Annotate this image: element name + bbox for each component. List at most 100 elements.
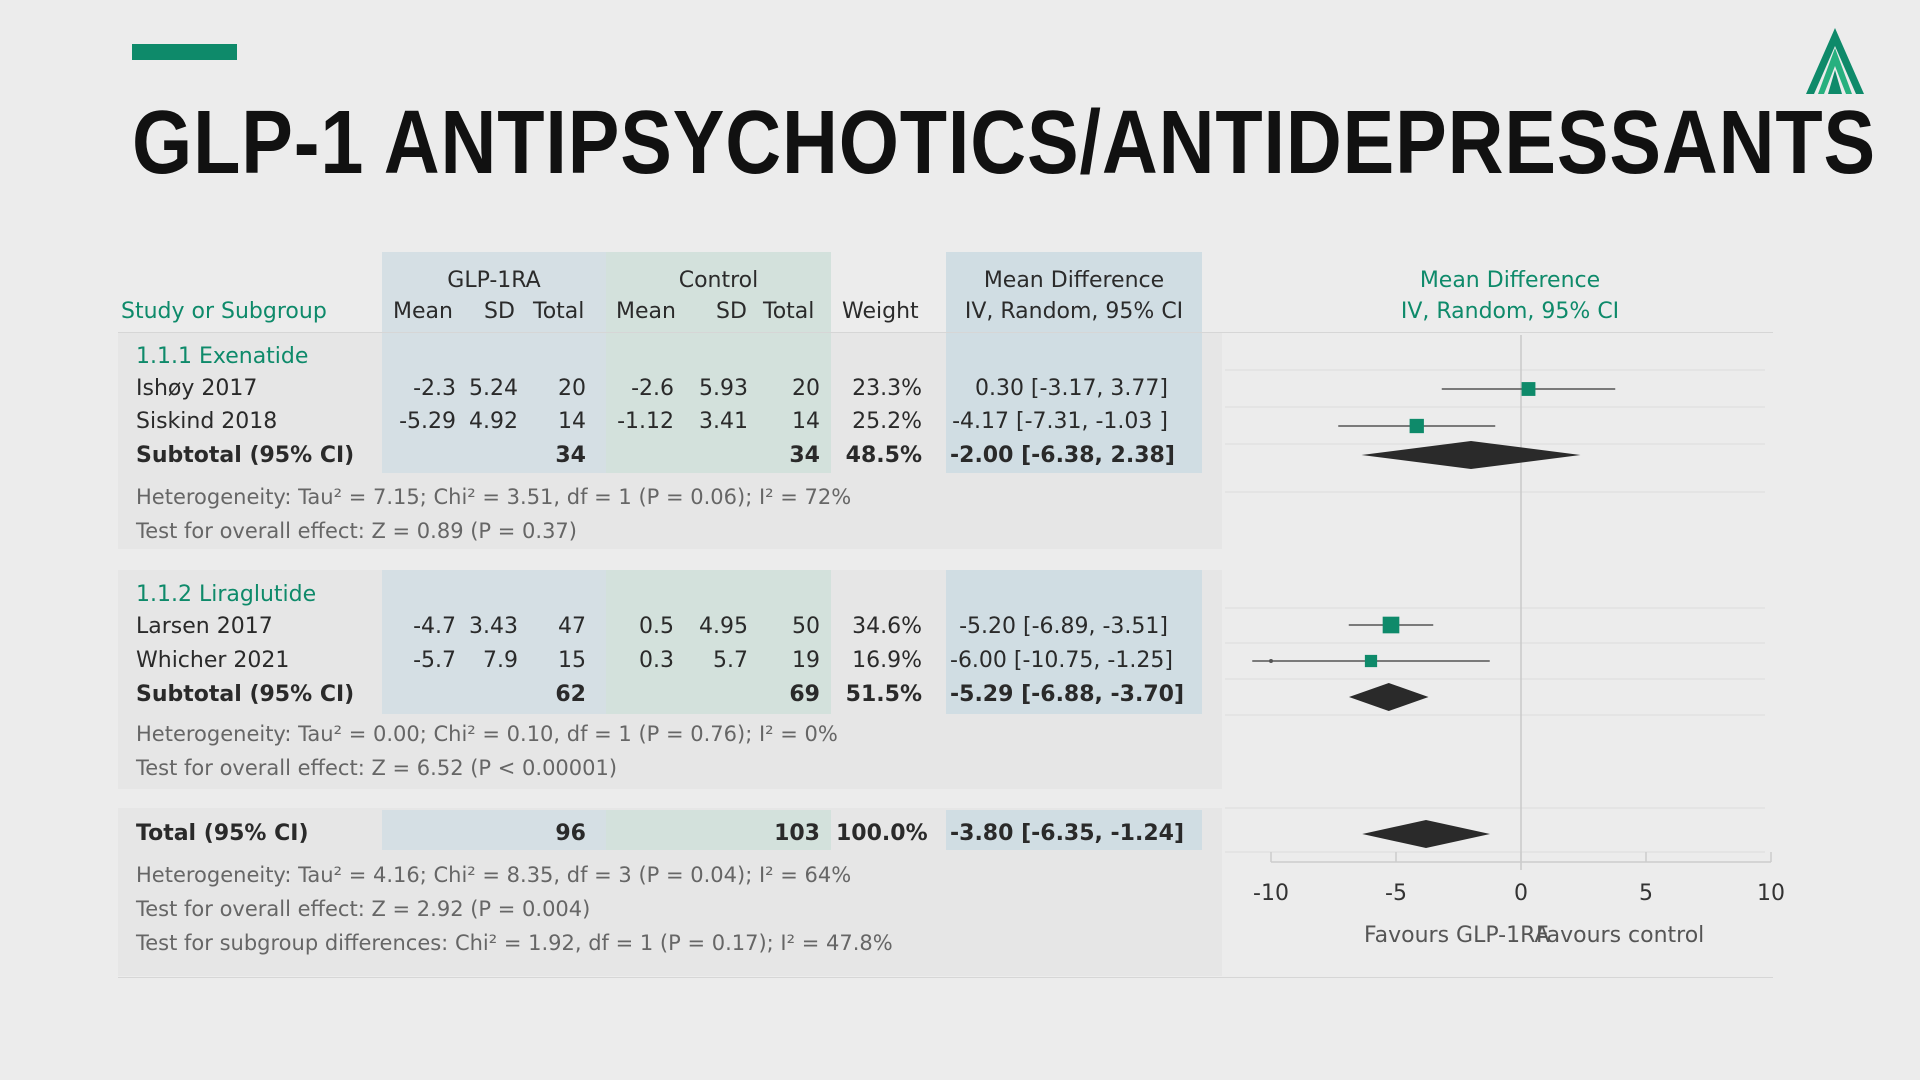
total-g-total: 96 <box>555 821 586 846</box>
page-title: GLP-1 ANTIPSYCHOTICS/ANTIDEPRESSANTS <box>132 93 1876 193</box>
c-sd: 5.7 <box>713 648 748 673</box>
x-tick-label: 0 <box>1514 881 1528 906</box>
total-weight: 100.0% <box>836 821 928 846</box>
subtotal-weight: 48.5% <box>845 443 922 468</box>
c-total: 14 <box>792 409 820 434</box>
md-value: -5.20 [-6.89, -3.51] <box>959 614 1168 639</box>
md-band <box>946 252 1202 473</box>
header-divider <box>118 332 1773 333</box>
study-name: Larsen 2017 <box>136 614 273 639</box>
c-sd: 4.95 <box>699 614 748 639</box>
md-band <box>946 810 1202 850</box>
c-sd: 3.41 <box>699 409 748 434</box>
md-value: -6.00 [-10.75, -1.25] <box>950 648 1173 673</box>
weight: 34.6% <box>852 614 922 639</box>
bottom-divider <box>118 977 1773 978</box>
subtotal-c-total: 34 <box>789 443 820 468</box>
accent-bar <box>132 44 237 60</box>
heterogeneity-text: Heterogeneity: Tau² = 4.16; Chi² = 8.35,… <box>136 863 852 887</box>
g-sd: 7.9 <box>483 648 518 673</box>
control-band <box>606 252 831 473</box>
overall-effect-text: Test for overall effect: Z = 2.92 (P = 0… <box>136 897 591 921</box>
group-label: 1.1.2 Liraglutide <box>136 582 317 607</box>
header-glp1ra: GLP-1RA <box>447 268 541 293</box>
total-md: -3.80 [-6.35, -1.24] <box>950 821 1185 846</box>
c-sd: 5.93 <box>699 376 748 401</box>
c-mean: 0.5 <box>639 614 674 639</box>
subtotal-g-total: 34 <box>555 443 586 468</box>
favours-right-label: Favours control <box>1536 923 1705 948</box>
subtotal-md: -2.00 [-6.38, 2.38] <box>950 443 1175 468</box>
md-value: 0.30 [-3.17, 3.77] <box>974 376 1168 401</box>
header-g-total: Total <box>533 299 585 324</box>
x-tick-label: -5 <box>1385 881 1407 906</box>
pooled-diamond <box>1362 820 1490 848</box>
weight: 23.3% <box>852 376 922 401</box>
x-tick-label: 10 <box>1757 881 1785 906</box>
g-total: 15 <box>558 648 586 673</box>
study-marker <box>1521 382 1536 396</box>
header-control: Control <box>678 268 759 293</box>
group-label: 1.1.1 Exenatide <box>136 344 309 369</box>
total-c-total: 103 <box>774 821 820 846</box>
pooled-diamond <box>1361 441 1581 469</box>
subgroup-test-text: Test for subgroup differences: Chi² = 1.… <box>136 931 893 955</box>
weight: 16.9% <box>852 648 922 673</box>
total-label: Total (95% CI) <box>136 821 309 846</box>
c-total: 20 <box>792 376 820 401</box>
g-total: 14 <box>558 409 586 434</box>
header-md: Mean Difference <box>983 268 1165 293</box>
c-mean: 0.3 <box>639 648 674 673</box>
subtotal-label: Subtotal (95% CI) <box>136 682 355 707</box>
g-mean: -5.29 <box>399 409 456 434</box>
header-study: Study or Subgroup <box>121 299 327 324</box>
g-total: 20 <box>558 376 586 401</box>
c-mean: -2.6 <box>631 376 674 401</box>
subtotal-label: Subtotal (95% CI) <box>136 443 355 468</box>
subtotal-md: -5.29 [-6.88, -3.70] <box>950 682 1185 707</box>
overall-effect-text: Test for overall effect: Z = 0.89 (P = 0… <box>136 519 577 543</box>
glp1ra-band <box>382 810 606 850</box>
plot-header: Mean Difference <box>1419 268 1601 293</box>
heterogeneity-text: Heterogeneity: Tau² = 0.00; Chi² = 0.10,… <box>136 722 838 746</box>
header-c-mean: Mean <box>616 299 676 324</box>
c-mean: -1.12 <box>617 409 674 434</box>
subtotal-weight: 51.5% <box>845 682 922 707</box>
plot-header-method: IV, Random, 95% CI <box>1400 299 1620 324</box>
header-weight: Weight <box>842 299 919 324</box>
header-g-mean: Mean <box>393 299 453 324</box>
x-tick-label: -10 <box>1253 881 1289 906</box>
g-sd: 4.92 <box>469 409 518 434</box>
green-chevron-logo-icon <box>1806 28 1864 94</box>
header-c-sd: SD <box>716 299 747 324</box>
g-sd: 5.24 <box>469 376 518 401</box>
glp1ra-band <box>382 570 606 714</box>
g-sd: 3.43 <box>469 614 518 639</box>
study-marker <box>1364 654 1378 668</box>
header-md-method: IV, Random, 95% CI <box>964 299 1184 324</box>
md-band <box>946 570 1202 714</box>
subtotal-g-total: 62 <box>555 682 586 707</box>
g-mean: -2.3 <box>413 376 456 401</box>
study-marker <box>1382 616 1400 634</box>
c-total: 50 <box>792 614 820 639</box>
header-g-sd: SD <box>484 299 515 324</box>
study-name: Whicher 2021 <box>136 648 290 673</box>
study-name: Siskind 2018 <box>136 409 278 434</box>
control-band <box>606 810 831 850</box>
c-total: 19 <box>792 648 820 673</box>
control-band <box>606 570 831 714</box>
subtotal-c-total: 69 <box>789 682 820 707</box>
header-c-total: Total <box>763 299 815 324</box>
favours-left-label: Favours GLP-1RA <box>1364 923 1550 948</box>
x-tick-label: 5 <box>1639 881 1653 906</box>
study-name: Ishøy 2017 <box>136 376 258 401</box>
pooled-diamond <box>1349 683 1429 711</box>
md-value: -4.17 [-7.31, -1.03 ] <box>952 409 1168 434</box>
weight: 25.2% <box>852 409 922 434</box>
overall-effect-text: Test for overall effect: Z = 6.52 (P < 0… <box>136 756 618 780</box>
ci-end <box>1269 659 1273 663</box>
heterogeneity-text: Heterogeneity: Tau² = 7.15; Chi² = 3.51,… <box>136 485 852 509</box>
study-marker <box>1409 418 1424 434</box>
